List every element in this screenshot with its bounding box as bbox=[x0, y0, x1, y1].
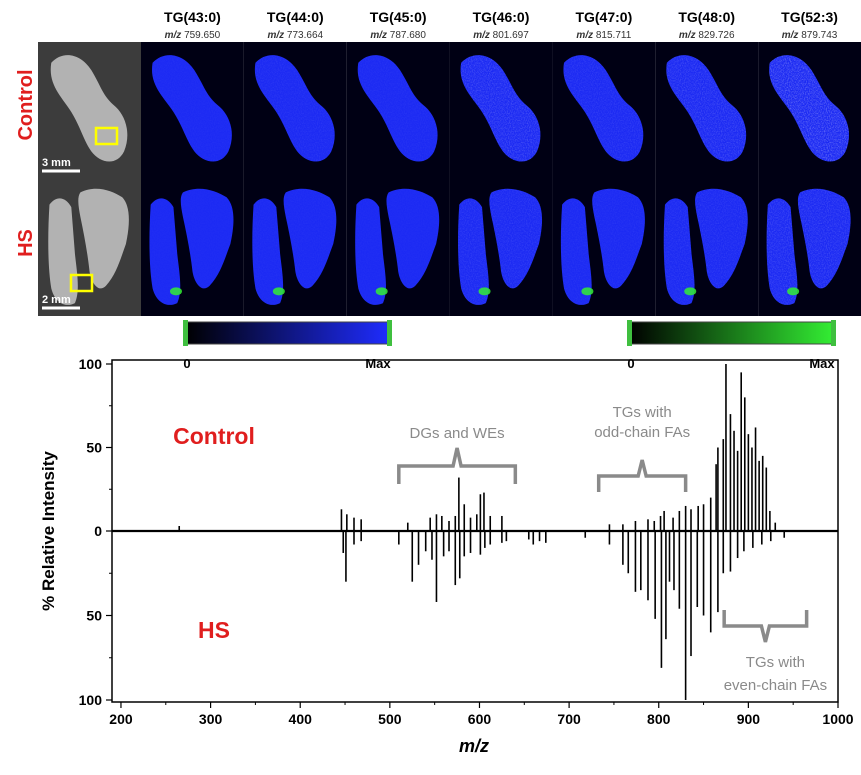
column-headers: TG(43:0) m/z 759.650 TG(44:0) m/z 773.664 TG… bbox=[164, 9, 838, 41]
x-tick-label-200: 200 bbox=[109, 711, 133, 727]
y-tick-label-bottom-100: 100 bbox=[79, 692, 103, 708]
annotation-brace-even-chain bbox=[722, 610, 809, 643]
colorbar-green-min: 0 bbox=[627, 356, 634, 371]
row-label-hs: HS bbox=[15, 229, 37, 257]
mirror-mass-spectrum: 200 300 400 500 600 700 800 900 1000 05010050100… bbox=[39, 356, 854, 756]
annotation-odd-chain-line1: TGs with bbox=[613, 404, 672, 421]
roi-box bbox=[94, 126, 119, 146]
x-tick-label-700: 700 bbox=[557, 711, 581, 727]
column-mz-3: m/z 801.697 bbox=[473, 30, 529, 41]
annotation-even-chain-line2: even-chain FAs bbox=[724, 677, 827, 694]
column-title-4: TG(47:0) bbox=[575, 9, 632, 25]
column-title-1: TG(44:0) bbox=[267, 9, 324, 25]
annotations: DGs and WEs TGs with odd-chain FAs TGs with… bbox=[397, 404, 827, 694]
y-tick-label-top-0: 0 bbox=[94, 523, 102, 539]
series-label-hs: HS bbox=[198, 617, 230, 643]
x-tick-label-300: 300 bbox=[199, 711, 223, 727]
row-label-control: Control bbox=[15, 69, 37, 140]
y-axis-label: % Relative Intensity bbox=[39, 451, 58, 611]
column-mz-4: m/z 815.711 bbox=[576, 30, 631, 41]
x-tick-label-500: 500 bbox=[378, 711, 402, 727]
column-mz-6: m/z 879.743 bbox=[782, 30, 838, 41]
annotation-dgs-wes: DGs and WEs bbox=[410, 425, 505, 442]
column-mz-5: m/z 829.726 bbox=[679, 30, 735, 41]
roi-box bbox=[69, 273, 94, 293]
y-tick-label-bottom-50: 50 bbox=[86, 608, 102, 624]
colorbar-blue-min: 0 bbox=[183, 356, 190, 371]
column-mz-2: m/z 787.680 bbox=[370, 30, 426, 41]
annotation-even-chain-line1: TGs with bbox=[746, 654, 805, 671]
column-title-0: TG(43:0) bbox=[164, 9, 221, 25]
y-axis-ticks: 0 50 100 50 100 bbox=[79, 356, 112, 708]
scale-bar-label: 3 mm bbox=[42, 157, 71, 169]
series-label-control: Control bbox=[173, 423, 255, 449]
column-title-6: TG(52:3) bbox=[781, 9, 838, 25]
colorbar-blue-max: Max bbox=[365, 356, 391, 371]
colorbar-green-max: Max bbox=[809, 356, 835, 371]
colorbar-green: 0 Max bbox=[627, 320, 836, 371]
series-hs bbox=[342, 531, 786, 700]
x-axis-ticks: 200 300 400 500 600 700 800 900 1000 bbox=[109, 702, 854, 727]
tissue-image-grid: 3 mm 2 mm bbox=[38, 42, 861, 316]
annotation-odd-chain-line2: odd-chain FAs bbox=[594, 424, 690, 441]
x-axis-label: m/z bbox=[459, 736, 489, 756]
x-tick-label-1000: 1000 bbox=[822, 711, 853, 727]
column-title-3: TG(46:0) bbox=[473, 9, 530, 25]
column-title-5: TG(48:0) bbox=[678, 9, 735, 25]
annotation-brace-dgs-wes bbox=[397, 447, 518, 484]
column-mz-0: m/z 759.650 bbox=[165, 30, 221, 41]
x-tick-label-900: 900 bbox=[737, 711, 761, 727]
x-tick-label-400: 400 bbox=[289, 711, 313, 727]
column-mz-1: m/z 773.664 bbox=[267, 30, 323, 41]
colorbar-blue: 0 Max bbox=[183, 320, 392, 371]
y-tick-label-top-100: 100 bbox=[79, 356, 103, 372]
column-title-2: TG(45:0) bbox=[370, 9, 427, 25]
x-tick-label-600: 600 bbox=[468, 711, 492, 727]
scale-bar-label: 2 mm bbox=[42, 294, 71, 306]
y-tick-label-top-50: 50 bbox=[86, 440, 102, 456]
x-tick-label-800: 800 bbox=[647, 711, 671, 727]
annotation-brace-odd-chain bbox=[596, 459, 688, 492]
series-control bbox=[178, 364, 777, 531]
